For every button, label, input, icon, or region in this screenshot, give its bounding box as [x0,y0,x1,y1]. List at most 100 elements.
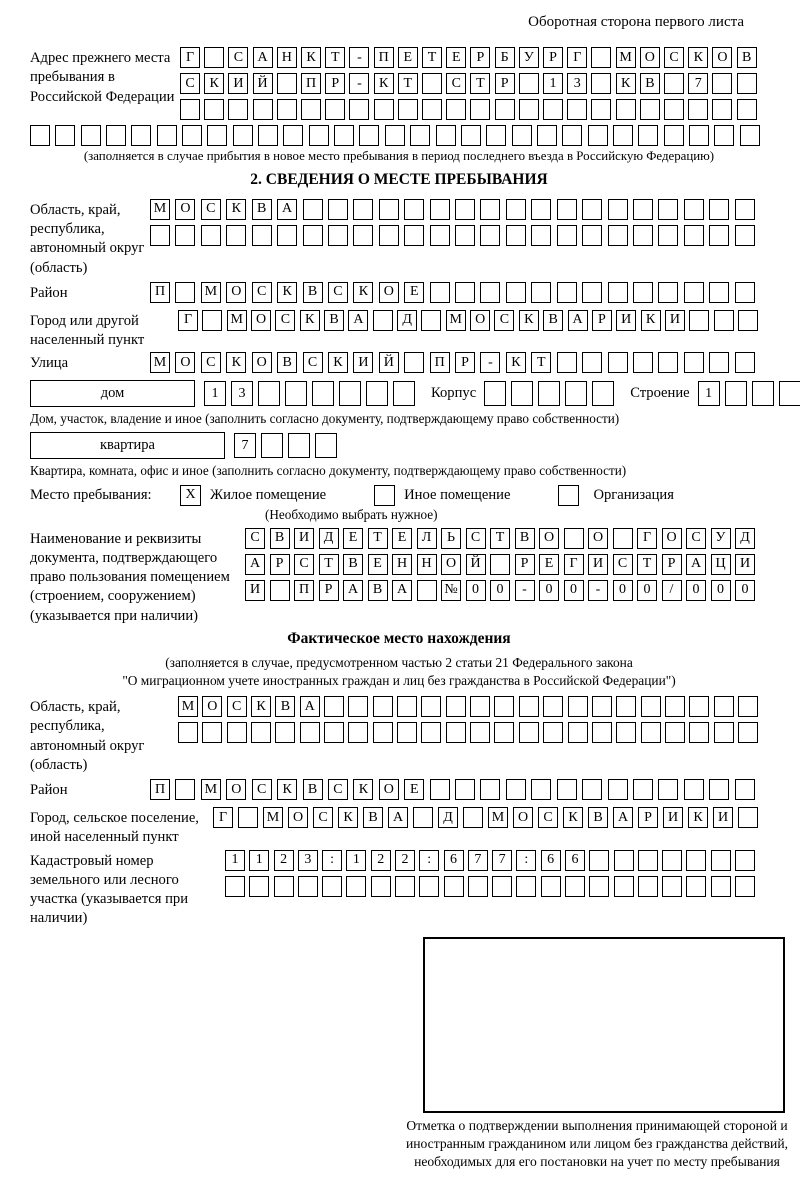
char-cell[interactable] [778,381,800,407]
char-cell[interactable]: С [226,696,247,718]
char-cell[interactable]: Т [367,527,388,549]
char-cell[interactable]: М [150,198,170,220]
char-cell[interactable] [613,875,634,897]
char-cell[interactable]: В [514,527,535,549]
char-cell[interactable]: О [226,779,247,801]
char-cell[interactable]: Т [318,553,339,575]
char-cell[interactable]: Й [252,73,273,94]
char-cell[interactable]: В [269,527,290,549]
char-cell[interactable]: В [324,309,345,331]
char-cell[interactable]: С [327,281,348,303]
char-cell[interactable] [378,224,399,246]
char-cell[interactable] [372,309,393,331]
char-cell[interactable]: А [348,309,369,331]
char-cell[interactable] [413,807,433,829]
char-cell[interactable] [556,352,577,374]
char-cell[interactable] [633,198,654,220]
char-cell[interactable]: О [378,779,399,801]
char-cell[interactable] [616,696,637,718]
char-cell[interactable] [739,125,760,146]
char-cell[interactable] [410,125,431,146]
char-cell[interactable]: С [200,198,221,220]
char-cell[interactable] [563,527,584,549]
char-cell[interactable] [683,779,704,801]
char-cell[interactable] [663,125,684,146]
char-cell[interactable] [709,352,730,374]
char-cell[interactable] [658,281,679,303]
char-cell[interactable]: О [513,807,533,829]
char-cell[interactable] [591,696,612,718]
char-cell[interactable]: К [226,198,247,220]
char-cell[interactable] [467,875,488,897]
char-cell[interactable] [404,224,425,246]
char-cell[interactable]: С [302,352,323,374]
char-cell[interactable] [324,696,345,718]
char-cell[interactable]: - [588,579,608,601]
char-cell[interactable]: И [588,553,608,575]
char-cell[interactable] [226,224,247,246]
char-cell[interactable]: Т [422,47,443,68]
char-cell[interactable]: - [480,352,501,374]
char-cell[interactable] [689,722,710,744]
char-cell[interactable] [543,99,564,120]
char-cell[interactable]: С [313,807,333,829]
char-cell[interactable]: К [299,309,320,331]
char-cell[interactable] [518,99,539,120]
char-cell[interactable] [637,849,658,871]
char-cell[interactable] [324,722,345,744]
char-cell[interactable] [232,125,253,146]
char-cell[interactable]: Г [180,47,200,68]
char-cell[interactable]: К [615,73,636,94]
char-cell[interactable] [470,722,491,744]
char-cell[interactable] [397,99,418,120]
char-cell[interactable]: 1 [346,849,367,871]
char-cell[interactable]: С [327,779,348,801]
char-cell[interactable] [372,696,393,718]
char-cell[interactable] [30,125,50,146]
char-cell[interactable]: Р [514,553,535,575]
char-cell[interactable] [277,224,298,246]
char-cell[interactable] [252,99,273,120]
char-cell[interactable]: 0 [686,579,706,601]
char-cell[interactable] [662,849,683,871]
char-cell[interactable] [480,198,501,220]
char-cell[interactable]: 2 [273,849,294,871]
char-cell[interactable] [378,198,399,220]
char-cell[interactable] [567,99,588,120]
char-cell[interactable] [709,224,730,246]
char-cell[interactable]: Т [325,47,346,68]
char-cell[interactable]: Г [563,553,584,575]
char-cell[interactable] [686,875,707,897]
char-cell[interactable]: Р [591,309,612,331]
char-cell[interactable] [556,281,577,303]
char-cell[interactable] [567,696,588,718]
char-cell[interactable] [178,722,198,744]
char-cell[interactable]: О [441,553,461,575]
char-cell[interactable] [734,779,755,801]
char-cell[interactable]: Г [213,807,233,829]
char-cell[interactable]: Г [567,47,588,68]
char-cell[interactable]: Д [397,309,418,331]
char-cell[interactable] [302,198,323,220]
char-cell[interactable]: А [686,553,706,575]
char-cell[interactable] [275,722,296,744]
char-cell[interactable]: С [494,309,515,331]
char-cell[interactable]: С [180,73,200,94]
char-cell[interactable] [175,224,196,246]
char-cell[interactable] [638,125,659,146]
char-cell[interactable] [204,99,225,120]
char-cell[interactable] [736,73,757,94]
char-cell[interactable]: О [470,309,491,331]
char-cell[interactable]: 6 [540,849,561,871]
char-cell[interactable]: М [263,807,283,829]
char-cell[interactable] [404,352,425,374]
char-cell[interactable]: К [505,352,526,374]
char-cell[interactable]: 2 [394,849,415,871]
char-cell[interactable]: Г [178,309,198,331]
char-cell[interactable]: Б [494,47,515,68]
char-cell[interactable] [455,281,476,303]
char-cell[interactable]: В [363,807,383,829]
char-cell[interactable]: Р [269,553,290,575]
char-cell[interactable] [322,875,343,897]
char-cell[interactable]: 7 [234,433,256,459]
